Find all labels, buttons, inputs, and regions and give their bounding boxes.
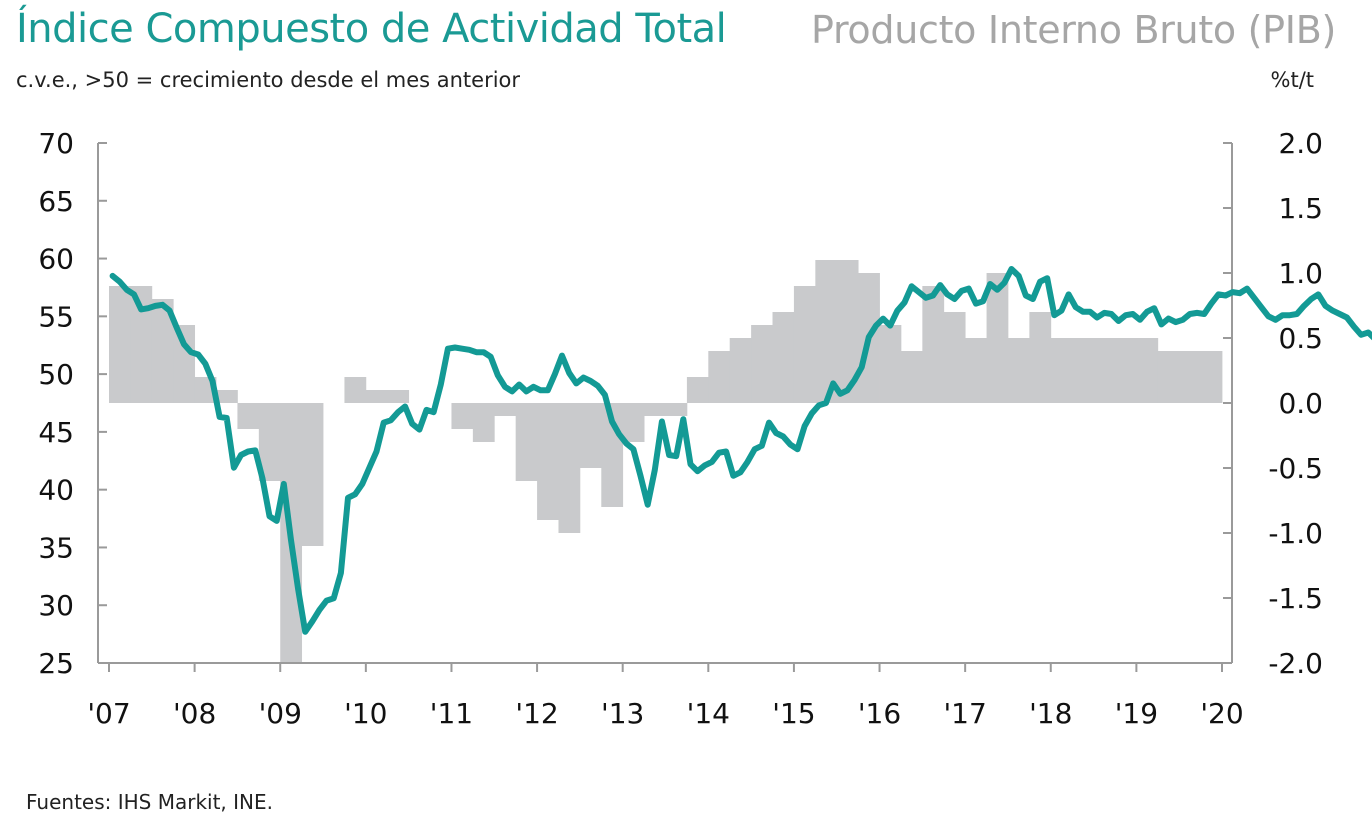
left-y-tick-label: 65 [38,185,74,218]
x-tick-label: '11 [430,697,473,730]
gdp-bar [387,390,410,403]
gdp-bar [494,403,517,416]
gdp-bar [836,260,859,403]
gdp-bar [708,351,731,403]
gdp-bar [151,299,174,403]
gdp-bar [579,403,602,468]
left-y-tick-label: 45 [38,416,74,449]
x-tick-label: '08 [173,697,216,730]
gdp-bars [109,260,1223,663]
gdp-bar [1200,351,1223,403]
tick-labels: 70 65 60 55 50 45 40 35 30 25 2.0 1.5 1.0 0.5 0.0 -0.5 -… [38,127,1323,730]
x-tick-label: '17 [943,697,986,730]
pmi-line [109,266,1372,635]
source-note: Fuentes: IHS Markit, INE. [26,790,274,814]
right-y-tick-label: 0.5 [1278,322,1323,355]
left-axis-subtitle: c.v.e., >50 = crecimiento desde el mes a… [16,68,521,92]
gdp-bar [1157,351,1180,403]
gdp-bar [344,377,367,403]
gdp-bar [258,403,281,481]
gdp-bar [1136,338,1159,403]
left-y-tick-label: 25 [38,647,74,680]
gdp-bar [665,403,688,416]
gdp-bar [365,390,388,403]
chart-axes [97,142,1233,672]
left-y-tick-label: 50 [38,358,74,391]
gdp-bar [879,325,902,403]
x-tick-label: '10 [344,697,387,730]
right-y-tick-label: -2.0 [1268,647,1323,680]
x-tick-label: '15 [772,697,815,730]
gdp-bar [1072,338,1094,403]
gdp-bar [1093,338,1116,403]
gdp-bar [1179,351,1201,403]
gdp-bar [922,286,945,403]
x-tick-label: '14 [687,697,730,730]
gdp-bar [943,312,966,403]
gdp-bar [130,286,153,403]
gdp-bar [558,403,581,533]
left-axis-title: Índice Compuesto de Actividad Total [16,6,727,52]
left-y-tick-label: 40 [38,474,74,507]
gdp-bar [515,403,538,481]
gdp-bar [301,403,324,546]
right-y-tick-label: -0.5 [1268,452,1323,485]
gdp-bar [622,403,645,442]
right-y-tick-label: 1.0 [1278,257,1323,290]
x-tick-label: '18 [1029,697,1072,730]
right-y-tick-label: -1.0 [1268,517,1323,550]
x-tick-label: '19 [1115,697,1158,730]
gdp-bar [1114,338,1137,403]
gdp-bar [729,338,752,403]
right-y-tick-label: 1.5 [1278,192,1323,225]
left-y-tick-label: 60 [38,243,74,276]
left-y-tick-label: 70 [38,127,74,160]
gdp-bar [1007,338,1030,403]
gdp-bar [772,312,795,403]
x-tick-label: '09 [259,697,302,730]
left-y-tick-label: 55 [38,300,74,333]
gdp-bar [1050,338,1073,403]
gdp-bar [644,403,666,416]
gdp-bar [686,377,709,403]
x-tick-label: '20 [1200,697,1243,730]
gdp-bar [751,325,773,403]
gdp-bar [1029,312,1052,403]
gdp-bar [986,273,1009,403]
gdp-bar [216,390,238,403]
gdp-bar [237,403,260,429]
right-axis-title: Producto Interno Bruto (PIB) [811,8,1336,52]
x-tick-label: '13 [601,697,644,730]
gdp-bar [173,325,196,403]
x-tick-label: '12 [515,697,558,730]
left-y-tick-label: 30 [38,589,74,622]
right-y-tick-label: 0.0 [1278,387,1323,420]
gdp-bar [900,351,923,403]
gdp-bar [815,260,838,403]
right-y-tick-label: -1.5 [1268,582,1323,615]
gdp-bar [109,286,131,403]
right-axis-unit: %t/t [1270,68,1315,92]
left-y-tick-label: 35 [38,531,74,564]
x-tick-label: '07 [87,697,130,730]
gdp-bar [472,403,495,442]
x-tick-label: '16 [858,697,901,730]
gdp-bar [451,403,474,429]
right-y-tick-label: 2.0 [1278,127,1323,160]
pmi-line-layer [109,266,1372,635]
gdp-bar [793,286,816,403]
gdp-bar [537,403,559,520]
gdp-bar [965,338,987,403]
